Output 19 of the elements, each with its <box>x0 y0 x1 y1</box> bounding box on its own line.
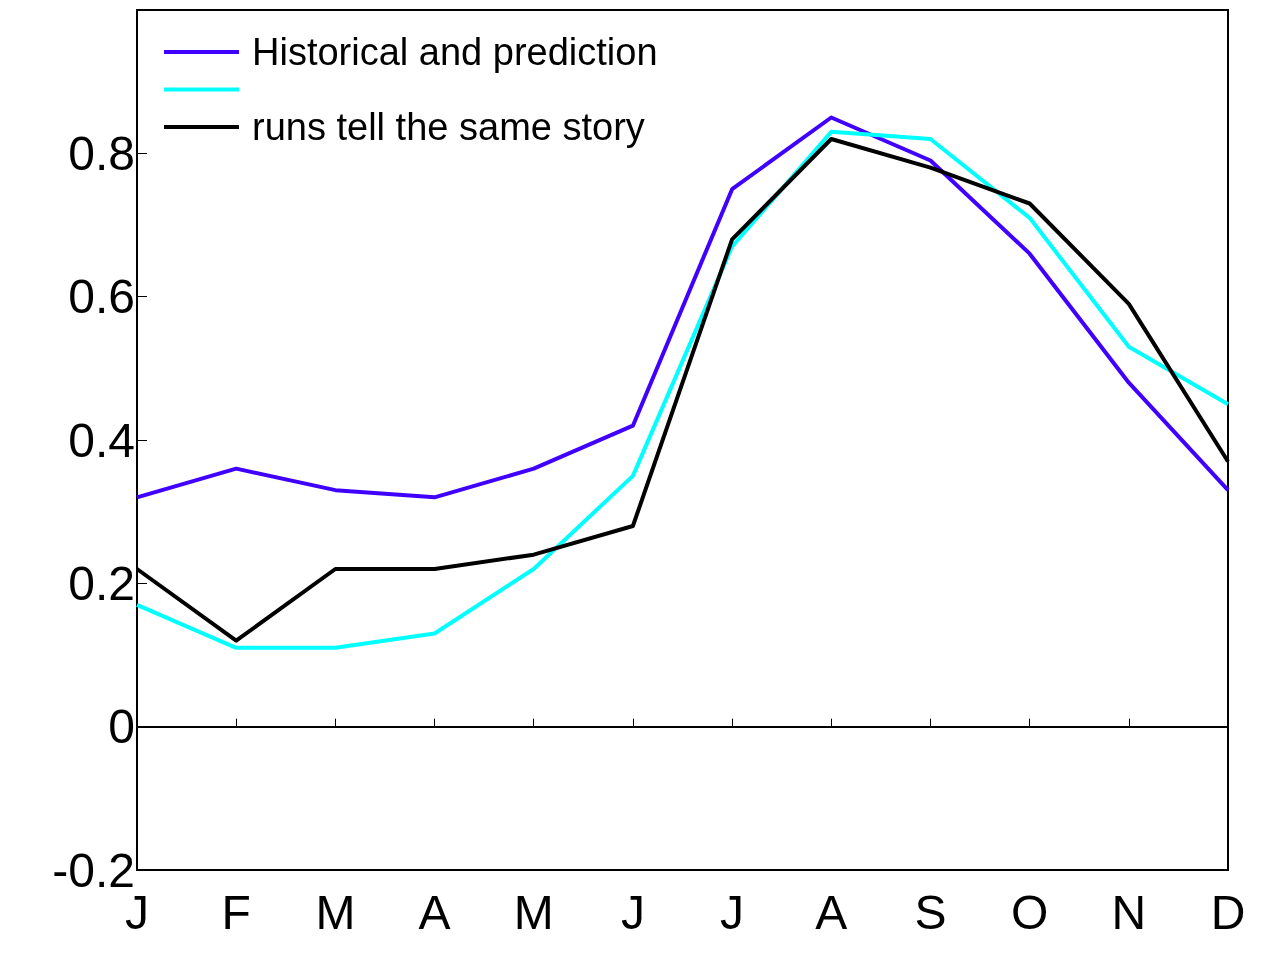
x-tick-label: D <box>1210 885 1246 939</box>
y-tick-label: 0.2 <box>68 556 135 610</box>
legend-label: Historical and prediction <box>252 31 658 73</box>
y-tick-label: 0.4 <box>68 413 135 467</box>
x-tick-label: A <box>418 885 451 939</box>
y-tick-label: 0 <box>108 700 135 754</box>
y-tick-label: -0.2 <box>52 843 135 897</box>
x-tick-label: J <box>720 885 745 939</box>
x-tick-label: F <box>221 885 251 939</box>
x-tick-label: O <box>1010 885 1049 939</box>
y-tick-label: 0.6 <box>68 270 135 324</box>
x-tick-label: M <box>315 885 356 939</box>
x-tick-label: N <box>1111 885 1147 939</box>
legend-label: runs tell the same story <box>252 106 645 148</box>
x-tick-label: M <box>513 885 554 939</box>
x-tick-label: A <box>815 885 848 939</box>
y-tick-label: 0.8 <box>68 126 135 180</box>
x-tick-label: J <box>620 885 645 939</box>
x-tick-label: S <box>914 885 947 939</box>
